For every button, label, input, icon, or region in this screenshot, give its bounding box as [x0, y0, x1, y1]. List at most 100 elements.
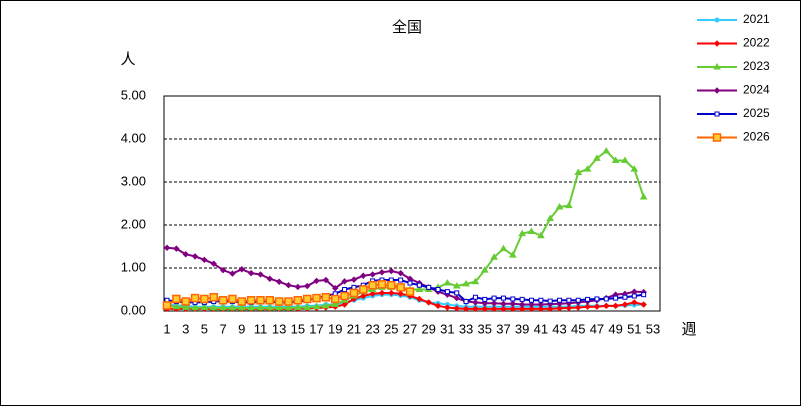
legend-label: 2022	[743, 36, 770, 50]
x-tick-label: 33	[459, 321, 473, 336]
point	[454, 290, 460, 296]
point	[416, 295, 423, 303]
point	[247, 304, 255, 311]
legend-marker	[712, 133, 722, 142]
point	[453, 305, 460, 312]
point	[565, 201, 573, 209]
point	[622, 294, 628, 300]
point	[294, 283, 302, 291]
point	[219, 304, 227, 311]
point	[434, 302, 442, 310]
x-tick-label: 15	[291, 321, 305, 336]
x-axis-label: 週	[681, 321, 696, 338]
point	[293, 296, 303, 305]
point	[584, 303, 591, 310]
y-tick-label: 5.00	[121, 87, 146, 102]
point	[415, 285, 424, 292]
point	[509, 305, 517, 313]
point	[218, 296, 228, 305]
x-tick-label: 37	[496, 321, 510, 336]
point	[547, 298, 553, 304]
point	[565, 304, 573, 312]
point	[462, 279, 470, 287]
point	[256, 296, 265, 305]
point	[369, 290, 376, 298]
point	[181, 303, 190, 311]
point	[341, 278, 348, 285]
point	[210, 260, 217, 267]
point	[247, 269, 255, 277]
point	[603, 302, 610, 310]
point	[594, 296, 600, 302]
point	[537, 305, 545, 313]
point	[510, 296, 516, 302]
point	[200, 294, 209, 304]
point	[209, 292, 218, 302]
y-tick-label: 3.00	[121, 173, 146, 188]
legend-marker	[713, 87, 721, 94]
point	[322, 276, 330, 284]
point	[284, 304, 293, 311]
point	[508, 251, 517, 258]
point	[509, 300, 517, 307]
point	[349, 288, 359, 298]
point	[312, 302, 321, 310]
point	[405, 287, 415, 296]
point	[229, 270, 236, 277]
point	[612, 302, 619, 310]
point	[583, 165, 592, 172]
point	[303, 282, 311, 290]
point	[426, 284, 432, 290]
point	[237, 297, 247, 306]
point	[462, 305, 470, 313]
point	[527, 227, 536, 234]
point	[444, 289, 450, 295]
point	[630, 165, 639, 172]
point	[246, 296, 256, 305]
point	[435, 287, 441, 292]
point	[396, 283, 405, 292]
point	[593, 303, 601, 310]
point	[538, 297, 544, 303]
point	[500, 300, 507, 307]
series-line	[166, 246, 644, 306]
point	[602, 147, 611, 154]
point	[163, 244, 171, 251]
x-tick-label: 1	[163, 321, 170, 336]
point	[518, 229, 527, 237]
point	[265, 304, 274, 311]
point	[388, 289, 395, 297]
point	[443, 279, 452, 286]
point	[388, 267, 395, 275]
point	[182, 251, 189, 258]
series-line	[166, 279, 644, 304]
point	[546, 305, 554, 313]
legend-marker	[713, 40, 721, 47]
point	[303, 303, 312, 311]
point	[350, 276, 358, 283]
legend-label: 2021	[743, 12, 770, 26]
chart-title: 全国	[392, 18, 422, 36]
point	[398, 277, 404, 283]
point	[313, 277, 320, 285]
point	[641, 292, 647, 298]
point	[518, 305, 526, 313]
point	[172, 302, 181, 310]
point	[528, 301, 535, 308]
x-tick-label: 49	[608, 321, 622, 336]
point	[557, 297, 563, 303]
point	[341, 301, 348, 308]
y-axis-label: 人	[120, 51, 135, 68]
point	[536, 231, 545, 239]
series-line	[166, 293, 644, 308]
point	[611, 156, 620, 163]
point	[274, 297, 284, 306]
point	[257, 271, 264, 278]
point	[275, 304, 284, 311]
point	[518, 301, 526, 308]
y-tick-label: 2.00	[121, 216, 146, 231]
point	[481, 305, 488, 313]
point	[453, 294, 460, 302]
point	[490, 300, 498, 307]
point	[528, 305, 535, 313]
